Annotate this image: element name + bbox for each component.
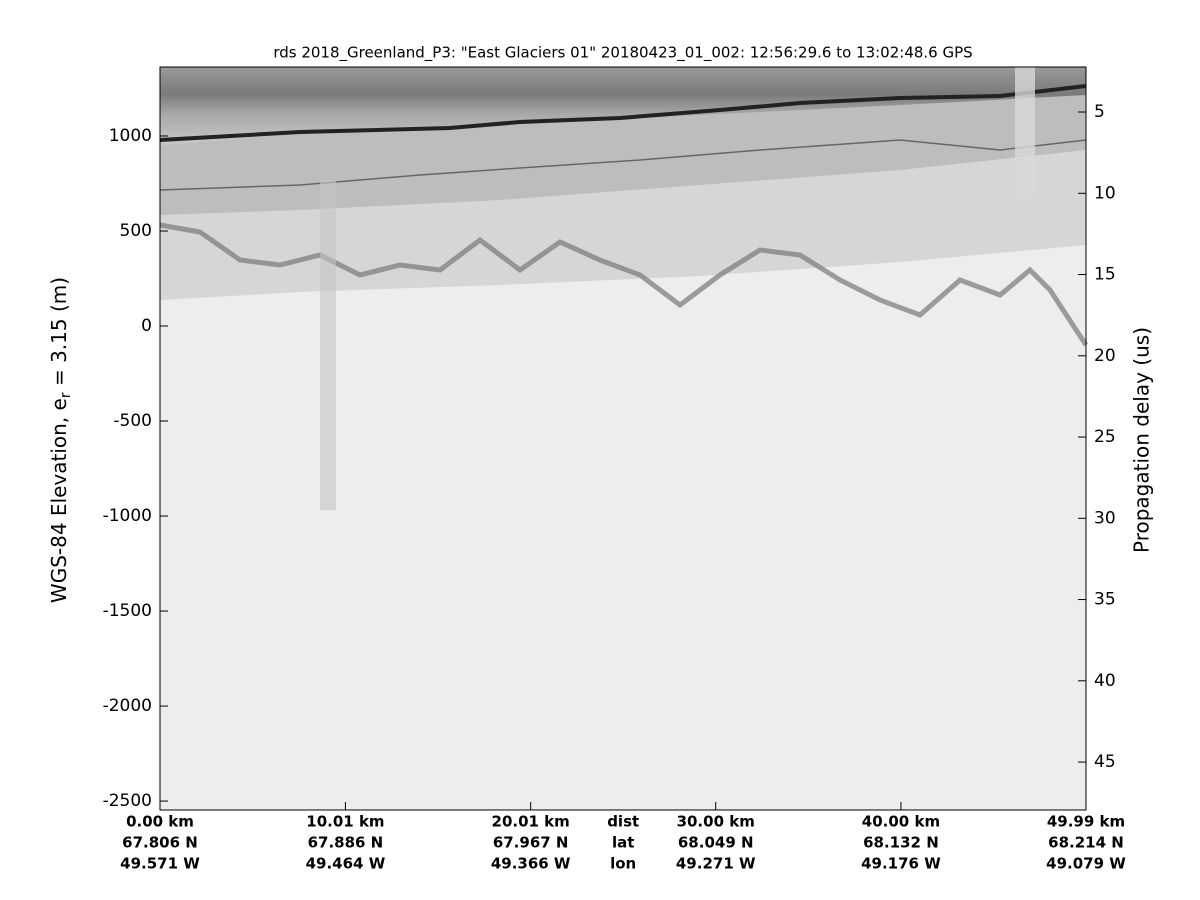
y2-tick-label: 5 (1094, 102, 1105, 122)
y-tick-label: -2000 (103, 696, 152, 716)
lon-label: 49.464 W (306, 855, 386, 873)
x-tick-label: 49.99 km (1047, 813, 1125, 831)
y-tick-label: -2500 (103, 791, 152, 811)
y-tick-label: 0 (141, 316, 152, 336)
chart-title: rds 2018_Greenland_P3: "East Glaciers 01… (273, 44, 972, 63)
x-tick-label: 30.00 km (677, 813, 755, 831)
lat-label: 67.806 N (122, 834, 198, 852)
y-tick-label: 1000 (109, 126, 152, 146)
lon-label: 49.571 W (120, 855, 200, 873)
y-tick-label: -500 (113, 411, 152, 431)
internal-layer (159, 139, 1087, 191)
x-tick-label: 40.00 km (862, 813, 940, 831)
lon-label: 49.271 W (676, 855, 756, 873)
surface-line (159, 84, 1087, 142)
lon-label: 49.176 W (861, 855, 941, 873)
y-label-subscript: r (58, 392, 74, 398)
row-header: dist (607, 813, 639, 831)
streak (1015, 67, 1035, 197)
lon-label: 49.079 W (1046, 855, 1126, 873)
lat-label: 68.214 N (1048, 834, 1124, 852)
lat-label: 67.967 N (493, 834, 569, 852)
row-header: lon (610, 855, 636, 873)
plot-frame (159, 66, 1087, 811)
x-tick-label: 20.01 km (492, 813, 570, 831)
echogram (159, 67, 1089, 810)
y2-tick-label: 35 (1094, 590, 1116, 610)
y2-tick-label: 10 (1094, 183, 1116, 203)
y-tick-label: -1500 (103, 601, 152, 621)
lat-label: 68.132 N (863, 834, 939, 852)
x-tick-label: 10.01 km (306, 813, 384, 831)
row-header: lat (612, 834, 634, 852)
y-tick-label: 500 (120, 221, 152, 241)
y-label-part: = 3.15 (m) (47, 277, 71, 392)
y2-tick-label: 40 (1094, 671, 1116, 691)
x-tick-label: 0.00 km (126, 813, 194, 831)
streak (320, 180, 336, 510)
y2-axis-label: Propagation delay (us) (1130, 327, 1154, 553)
y2-tick-label: 45 (1094, 752, 1116, 772)
y2-tick-label: 15 (1094, 265, 1116, 285)
y-label-part: WGS-84 Elevation, e (47, 398, 71, 603)
lat-label: 68.049 N (678, 834, 754, 852)
y-tick-label: -1000 (103, 506, 152, 526)
lon-label: 49.366 W (491, 855, 571, 873)
y2-tick-label: 20 (1094, 346, 1116, 366)
y-axis-label: WGS-84 Elevation, er = 3.15 (m) (47, 277, 75, 603)
y2-tick-label: 30 (1094, 508, 1116, 528)
y2-tick-label: 25 (1094, 427, 1116, 447)
surface-band (160, 67, 1086, 145)
lat-label: 67.886 N (308, 834, 384, 852)
